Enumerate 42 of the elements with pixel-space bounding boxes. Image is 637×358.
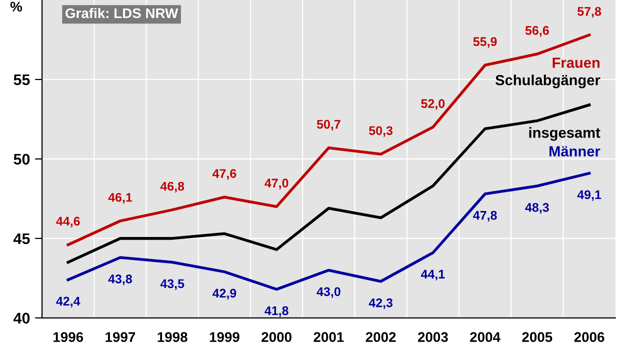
x-tick-label: 1997 xyxy=(106,332,136,342)
x-tick-label: 2001 xyxy=(314,332,344,342)
data-label: 42,9 xyxy=(212,288,236,300)
y-tick-label: 50 xyxy=(14,154,30,165)
data-label: 46,8 xyxy=(160,182,184,192)
x-tick-label: 2000 xyxy=(262,332,292,342)
data-label: 52,0 xyxy=(421,99,445,110)
y-tick-label: 40 xyxy=(13,312,30,324)
x-tick-label: 1996 xyxy=(54,332,84,342)
data-label: 55,9 xyxy=(473,37,497,48)
data-label: 44,6 xyxy=(56,216,80,228)
text: Schulabgänger insgesamt xyxy=(495,74,600,141)
data-label: 46,1 xyxy=(108,192,132,204)
data-label: 41,8 xyxy=(264,306,288,317)
data-label: 47,6 xyxy=(212,169,236,180)
data-label: 47,8 xyxy=(473,210,497,222)
data-label: 42,3 xyxy=(368,298,393,310)
data-label: 49,1 xyxy=(577,190,602,201)
data-label: 56,6 xyxy=(525,26,549,37)
x-tick-label: 2006 xyxy=(574,332,604,342)
x-tick-label: 1998 xyxy=(158,332,188,342)
x-tick-label: 1999 xyxy=(210,332,240,342)
annotation: Grafik: LDS NRW xyxy=(66,8,178,18)
data-label: 43,0 xyxy=(316,287,340,298)
data-label: 44,1 xyxy=(420,270,445,280)
x-tick-label: 2002 xyxy=(366,332,396,342)
y-axis-title: % xyxy=(10,2,22,12)
data-label: 57,8 xyxy=(578,6,602,18)
data-label: 43,8 xyxy=(108,274,132,286)
series-label: Männer xyxy=(550,146,600,156)
data-label: 50,3 xyxy=(369,126,393,137)
series-label: Frauen xyxy=(552,58,600,68)
x-tick-label: 2004 xyxy=(470,332,500,342)
data-label: 42,4 xyxy=(56,296,80,308)
y-tick-label: 45 xyxy=(13,233,30,244)
data-label: 48,3 xyxy=(525,202,549,214)
data-label: 43,5 xyxy=(160,279,184,290)
x-tick-label: 2003 xyxy=(418,332,448,342)
data-label: 50,7 xyxy=(316,120,340,130)
y-tick-label: 55 xyxy=(14,74,30,86)
data-label: 47,0 xyxy=(264,178,288,190)
x-tick-label: 2005 xyxy=(522,332,552,342)
